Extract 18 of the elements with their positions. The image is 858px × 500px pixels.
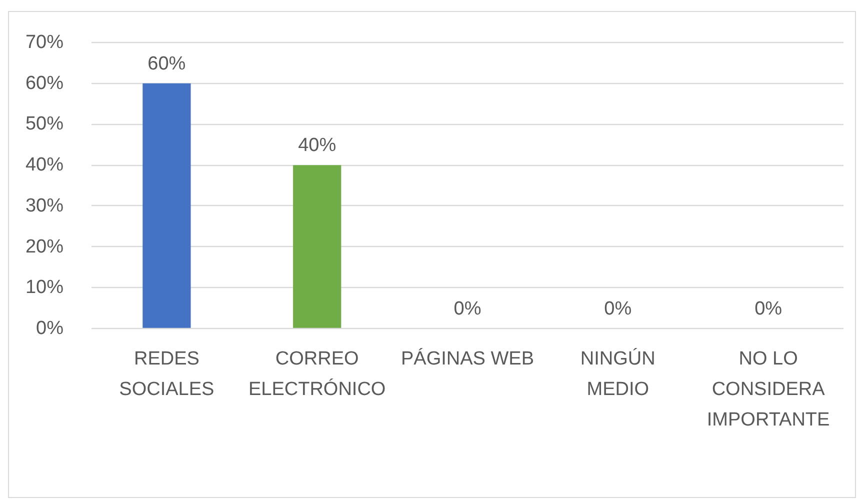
x-tick-label: REDES SOCIALES [119, 348, 214, 400]
x-tick-label: PÁGINAS WEB [400, 348, 534, 370]
data-label: 0% [754, 298, 782, 320]
y-tick-label: 60% [25, 72, 64, 94]
x-tick-label: NINGÚN MEDIO [580, 348, 656, 400]
y-tick-label: 70% [25, 32, 64, 53]
data-label: 40% [298, 135, 336, 156]
y-tick-label: 40% [25, 154, 64, 176]
x-tick-label: CORREO ELECTRÓNICO [248, 348, 386, 400]
y-tick-label: 20% [25, 236, 64, 258]
x-tick-label: NO LO CONSIDERA IMPORTANTE [706, 348, 830, 430]
y-tick-label: 30% [25, 195, 64, 216]
y-tick-label: 10% [25, 277, 64, 298]
y-tick-label: 50% [25, 114, 64, 135]
y-tick-label: 0% [36, 318, 64, 339]
data-label: 0% [454, 298, 482, 320]
data-label: 60% [148, 53, 186, 74]
data-label: 0% [604, 298, 632, 320]
